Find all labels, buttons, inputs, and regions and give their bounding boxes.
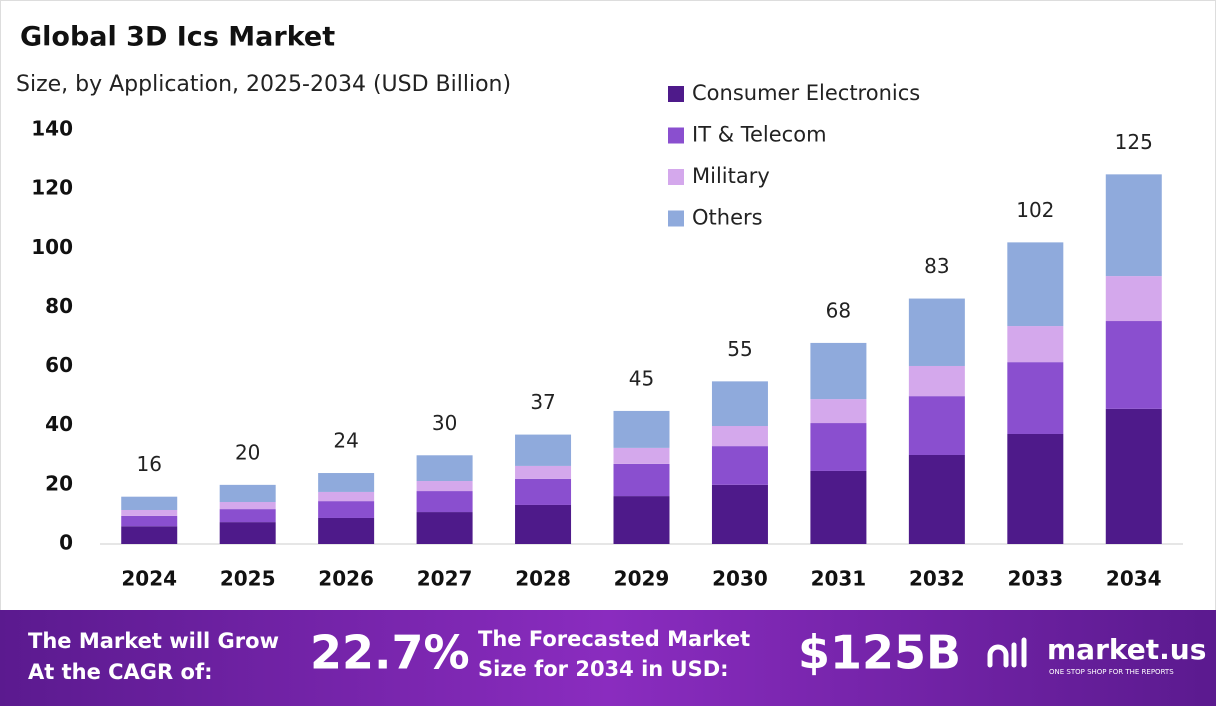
bar-segment (711, 446, 768, 485)
forecast-text: Size for 2034 in USD: (478, 657, 729, 681)
brand-name: market.us (1047, 633, 1206, 666)
legend-swatch (668, 169, 684, 185)
forecast-text: The Forecasted Market (478, 627, 750, 651)
total-label: 37 (530, 390, 555, 414)
bar-segment (416, 481, 473, 492)
bar-segment (515, 465, 572, 479)
total-label: 125 (1115, 130, 1153, 154)
total-label: 24 (333, 429, 358, 453)
plot: 0 20 40 60 80 100 120 140 2024 16 2025 20 2026 24 2027… (31, 81, 1183, 591)
bar-segment (711, 484, 768, 544)
bar-segment (810, 423, 867, 471)
forecast-value: $125B (798, 626, 961, 680)
bar-segment (515, 478, 572, 505)
total-label: 102 (1016, 198, 1054, 222)
bar-segment (908, 365, 965, 397)
legend-label: Consumer Electronics (692, 81, 920, 105)
legend-swatch (668, 210, 684, 227)
x-tick-label: 2025 (220, 567, 276, 591)
bar-segment (711, 426, 768, 447)
bar-segment (121, 496, 178, 510)
legend-label: Others (692, 206, 763, 230)
total-label: 55 (727, 337, 752, 361)
bar-segment (219, 522, 276, 544)
total-label: 16 (137, 452, 162, 476)
bar-segment (219, 509, 276, 523)
x-tick-label: 2029 (614, 567, 670, 591)
bar-segment (1007, 433, 1064, 544)
x-tick-label: 2026 (318, 567, 374, 591)
total-label: 30 (432, 411, 457, 435)
bar-segment (711, 381, 768, 427)
bar-segment (1105, 408, 1162, 544)
y-tick-label: 100 (31, 235, 73, 259)
bar-segment (416, 512, 473, 544)
x-tick-label: 2024 (121, 567, 177, 591)
bar-segment (908, 454, 965, 544)
y-tick-label: 140 (31, 117, 73, 141)
bar-segment (219, 484, 276, 503)
bar-segment (1105, 321, 1162, 409)
cagr-text: At the CAGR of: (28, 660, 213, 684)
bar-segment (810, 342, 867, 400)
bar-segment (121, 515, 178, 527)
x-tick-label: 2033 (1007, 567, 1063, 591)
bar-segment (515, 504, 572, 544)
total-label: 20 (235, 440, 260, 464)
bar-segment (908, 298, 965, 366)
legend-swatch (668, 86, 684, 102)
bar-segment (613, 447, 670, 464)
bar-segment (1007, 242, 1064, 327)
y-tick-label: 0 (59, 531, 73, 555)
total-label: 68 (826, 298, 851, 322)
chart-title: Global 3D Ics Market (20, 22, 335, 53)
legend-label: Military (692, 164, 770, 188)
bar-segment (1007, 326, 1064, 363)
legend-swatch (668, 127, 684, 144)
bar-segment (908, 396, 965, 455)
x-tick-label: 2027 (417, 567, 473, 591)
bar-segment (613, 496, 670, 544)
bar-segment (1007, 362, 1064, 434)
total-label: 45 (629, 366, 654, 390)
bar-segment (613, 463, 670, 497)
y-tick-label: 40 (45, 412, 73, 436)
bar-segment (1105, 276, 1162, 322)
x-tick-label: 2032 (909, 567, 965, 591)
x-tick-label: 2030 (712, 567, 768, 591)
bar-segment (810, 470, 867, 544)
bar-segment (515, 434, 572, 466)
bar-segment (318, 501, 375, 518)
cagr-text: The Market will Grow (28, 629, 279, 653)
y-tick-label: 20 (45, 471, 73, 495)
y-tick-label: 120 (31, 176, 73, 200)
bar-segment (1105, 174, 1162, 277)
bar-segment (416, 455, 473, 482)
total-label: 83 (924, 254, 949, 278)
bar-segment (416, 491, 473, 513)
x-tick-label: 2031 (811, 567, 867, 591)
bar-segment (121, 526, 178, 544)
y-tick-label: 80 (45, 294, 73, 318)
legend-label: IT & Telecom (692, 123, 827, 147)
x-tick-label: 2028 (515, 567, 571, 591)
brand-logo (987, 637, 1027, 668)
y-tick-label: 60 (45, 353, 73, 377)
cagr-value: 22.7% (310, 626, 470, 680)
bar-segment (318, 473, 375, 492)
bar-segment (318, 491, 375, 502)
bar-segment (318, 517, 375, 544)
bar-segment (613, 410, 670, 448)
bar-segment (810, 399, 867, 424)
chart-subtitle: Size, by Application, 2025-2034 (USD Bil… (16, 72, 511, 97)
x-tick-label: 2034 (1106, 567, 1162, 591)
brand-tagline: ONE STOP SHOP FOR THE REPORTS (1049, 668, 1174, 676)
bar-segment (219, 502, 276, 510)
bar-segment (121, 509, 178, 516)
